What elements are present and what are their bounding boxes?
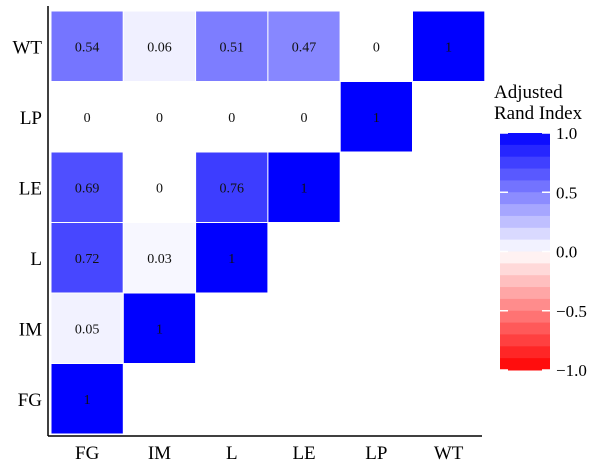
- cell-value-label: 0.47: [292, 40, 317, 55]
- heatmap-cell-l-im: [122, 222, 197, 294]
- heatmap-cell-wt-fg: [50, 10, 124, 82]
- x-tick-label-fg: FG: [75, 443, 100, 464]
- heatmap-cell-im-fg: [50, 292, 124, 364]
- legend-tick-label: −1.0: [556, 361, 587, 380]
- y-tick-label-le: LE: [19, 178, 42, 199]
- y-tick-label-im: IM: [19, 319, 42, 340]
- y-tick-label-lp: LP: [20, 108, 42, 129]
- legend-color-step: [500, 310, 550, 324]
- legend-color-step: [500, 204, 550, 217]
- legend-color-step: [500, 227, 550, 241]
- cell-value-label: 1: [84, 393, 91, 408]
- legend-color-step: [500, 298, 550, 312]
- cell-value-label: 0.51: [220, 40, 245, 55]
- heatmap-cell-l-l: [195, 222, 269, 294]
- axes: FG IM L LE LP WT WT LP LE L IM FG: [12, 6, 482, 464]
- legend-color-step: [500, 215, 550, 229]
- cell-value-label: 0.54: [75, 40, 100, 55]
- x-tick-label-le: LE: [292, 443, 315, 464]
- legend-color-step: [500, 156, 550, 170]
- heatmap-cell-im-im: [122, 292, 197, 364]
- legend-color-step: [500, 322, 550, 335]
- legend-tick-label: 0.5: [556, 183, 577, 202]
- legend-title-line: Rand Index: [494, 103, 583, 124]
- cell-value-label: 0.76: [220, 181, 245, 196]
- cell-value-label: 0.06: [147, 40, 172, 55]
- cell-value-label: 0.03: [147, 252, 172, 267]
- cell-value-label: 0: [228, 111, 235, 126]
- cell-value-label: 1: [445, 40, 452, 55]
- x-tick-label-lp: LP: [365, 443, 387, 464]
- legend-color-step: [500, 287, 550, 300]
- legend-tick-label: −0.5: [556, 302, 587, 321]
- cell-value-label: 1: [228, 252, 235, 267]
- cell-value-label: 0: [84, 111, 91, 126]
- legend-color-step: [500, 251, 550, 264]
- legend-color-step: [500, 144, 550, 158]
- cell-value-label: 0: [156, 111, 163, 126]
- cell-value-label: 0.69: [75, 181, 100, 196]
- legend-tick-label: 1.0: [556, 124, 577, 143]
- heatmap-cell-lp-lp: [339, 81, 414, 153]
- x-tick-label-im: IM: [148, 443, 171, 464]
- cell-value-label: 0.72: [75, 252, 100, 267]
- heatmap-cell-lp-le: [267, 81, 341, 153]
- cell-value-label: 0: [301, 111, 308, 126]
- cell-value-label: 0: [373, 40, 380, 55]
- y-tick-label-l: L: [30, 249, 42, 270]
- cell-value-label: 0.05: [75, 322, 100, 337]
- heatmap-cell-wt-le: [267, 10, 341, 82]
- legend-color-step: [500, 168, 550, 181]
- x-tick-label-wt: WT: [434, 443, 464, 464]
- legend-color-step: [500, 346, 550, 359]
- heatmap-cell-le-fg: [50, 151, 124, 223]
- legend-color-step: [500, 358, 550, 371]
- heatmap-cell-l-fg: [50, 222, 124, 294]
- cell-value-label: 0: [156, 181, 163, 196]
- legend-color-step: [500, 192, 550, 205]
- legend-tick-label: 0.0: [556, 243, 577, 262]
- heatmap-cells: 0.54 0.06 0.51 0.47 0 1 0 0 0 0 1 0.69 0 0.76 1 0.72 0.0…: [50, 10, 486, 435]
- y-tick-label-fg: FG: [18, 390, 43, 411]
- heatmap-cell-wt-l: [195, 10, 269, 82]
- x-tick-label-l: L: [226, 443, 238, 464]
- legend-title-line: Adjusted: [494, 82, 563, 103]
- heatmap-cell-lp-im: [122, 81, 197, 153]
- heatmap-cell-le-l: [195, 151, 269, 223]
- heatmap-cell-wt-wt: [412, 10, 486, 82]
- cell-value-label: 1: [301, 181, 308, 196]
- legend-color-step: [500, 239, 550, 252]
- legend-color-step: [500, 263, 550, 276]
- y-tick-label-wt: WT: [12, 37, 42, 58]
- cell-value-label: 1: [156, 322, 163, 337]
- legend-color-step: [500, 180, 550, 193]
- legend-color-step: [500, 334, 550, 347]
- heatmap-cell-le-le: [267, 151, 341, 223]
- cell-value-label: 1: [373, 111, 380, 126]
- heatmap-cell-fg-fg: [50, 363, 124, 435]
- legend-color-step: [500, 275, 550, 288]
- legend-color-step: [500, 133, 550, 146]
- heatmap-cell-wt-im: [122, 10, 197, 82]
